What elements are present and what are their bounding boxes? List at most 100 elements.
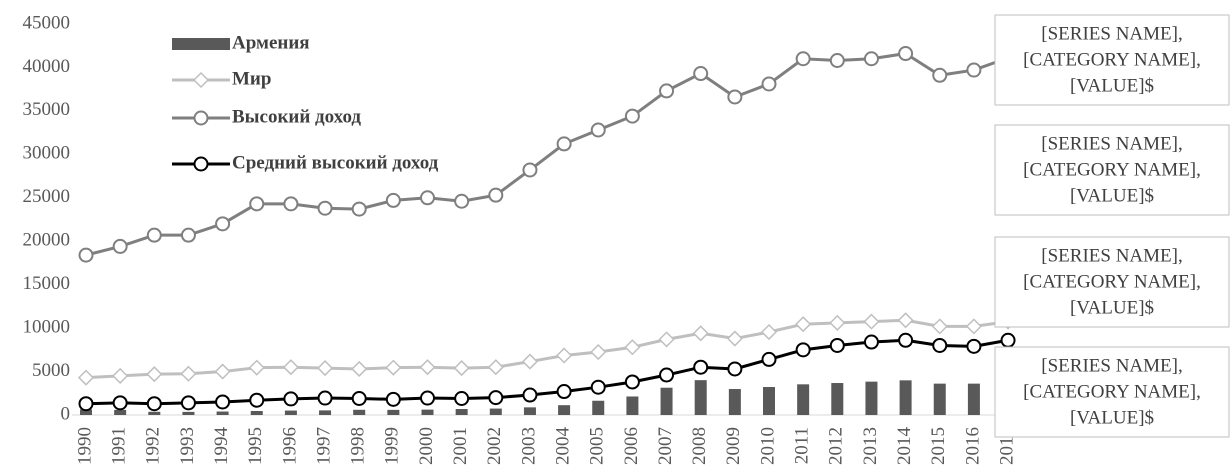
marker [77, 369, 95, 386]
marker [692, 325, 709, 342]
legend-marker [193, 156, 209, 172]
marker [658, 331, 675, 348]
marker [761, 351, 777, 367]
line [85, 51, 1009, 257]
x-tick-label: 1992 [143, 427, 164, 465]
marker [863, 51, 879, 67]
marker [761, 76, 777, 92]
x-tick-label: 1993 [177, 427, 198, 465]
marker [556, 136, 572, 152]
bar [421, 409, 434, 415]
marker [795, 316, 812, 333]
marker [112, 395, 128, 411]
y-tick-label: 30000 [23, 143, 71, 164]
marker [351, 390, 367, 406]
x-tick-label: 2016 [962, 427, 983, 465]
marker [78, 396, 94, 412]
y-tick-label: 45000 [23, 12, 71, 33]
x-tick-label: 1999 [382, 427, 403, 465]
marker [829, 52, 845, 68]
y-tick-label: 10000 [23, 316, 71, 337]
annotation-text: [VALUE]$ [1070, 75, 1154, 96]
annotation-box [994, 14, 1230, 106]
marker [760, 323, 778, 341]
marker [385, 359, 402, 376]
bar [353, 409, 366, 415]
marker [897, 312, 914, 329]
bar [967, 383, 980, 415]
marker [863, 313, 880, 330]
bar [250, 411, 263, 415]
marker [249, 196, 265, 212]
x-tick-label: 2012 [826, 427, 847, 465]
marker [727, 89, 743, 105]
x-tick-label: 2013 [860, 427, 881, 465]
legend-swatch [172, 38, 230, 50]
marker [693, 359, 709, 375]
marker [112, 367, 129, 384]
x-tick-label: 2002 [484, 427, 505, 465]
bar [216, 411, 229, 415]
x-tick-label: 2007 [655, 427, 676, 465]
marker [556, 347, 573, 364]
marker [966, 338, 982, 354]
marker [282, 359, 299, 376]
x-tick-label: 2011 [792, 427, 813, 464]
marker [248, 359, 265, 376]
marker [556, 384, 572, 400]
x-tick-label: 1994 [211, 427, 232, 466]
bar [558, 405, 571, 415]
marker [659, 83, 675, 99]
y-tick-label: 15000 [23, 273, 71, 294]
bar [148, 411, 161, 415]
marker [624, 339, 641, 356]
annotation-text: [SERIES NAME], [1041, 355, 1182, 376]
marker [659, 367, 675, 383]
legend-label: Средний высокий доход [232, 152, 439, 173]
marker [829, 337, 845, 353]
legend-marker [192, 71, 210, 89]
x-tick-label: 1990 [74, 427, 95, 465]
line [85, 338, 1009, 406]
annotation-text: [CATEGORY NAME], [1023, 381, 1201, 402]
x-tick-label: 2004 [552, 427, 573, 466]
x-tick-label: 1998 [348, 427, 369, 465]
bar [660, 387, 673, 415]
marker [420, 390, 435, 406]
marker [215, 394, 231, 410]
marker [215, 216, 231, 232]
marker [898, 332, 914, 348]
marker [385, 391, 401, 407]
marker [420, 190, 435, 206]
marker [454, 193, 470, 209]
marker [590, 122, 606, 138]
marker [727, 361, 743, 377]
marker [317, 200, 333, 216]
bar [114, 409, 127, 415]
marker [522, 162, 538, 178]
bar [865, 381, 878, 415]
marker [283, 196, 299, 212]
marker [1000, 332, 1016, 348]
marker [146, 366, 163, 383]
annotation-box [994, 124, 1230, 216]
annotation-box [994, 236, 1230, 328]
bar [763, 387, 775, 415]
marker [965, 318, 982, 335]
marker [966, 62, 982, 78]
bar [319, 410, 332, 415]
marker [385, 192, 401, 208]
marker [590, 343, 607, 361]
annotation-text: [CATEGORY NAME], [1023, 271, 1201, 292]
marker [624, 374, 640, 390]
marker [180, 395, 196, 411]
x-tick-label: 1997 [313, 427, 334, 465]
x-tick-label: 2000 [416, 427, 437, 465]
annotation-text: [SERIES NAME], [1041, 245, 1182, 266]
bar [626, 396, 639, 415]
bar [523, 407, 536, 415]
marker [522, 387, 538, 403]
y-tick-label: 25000 [23, 186, 71, 207]
marker [932, 337, 948, 353]
